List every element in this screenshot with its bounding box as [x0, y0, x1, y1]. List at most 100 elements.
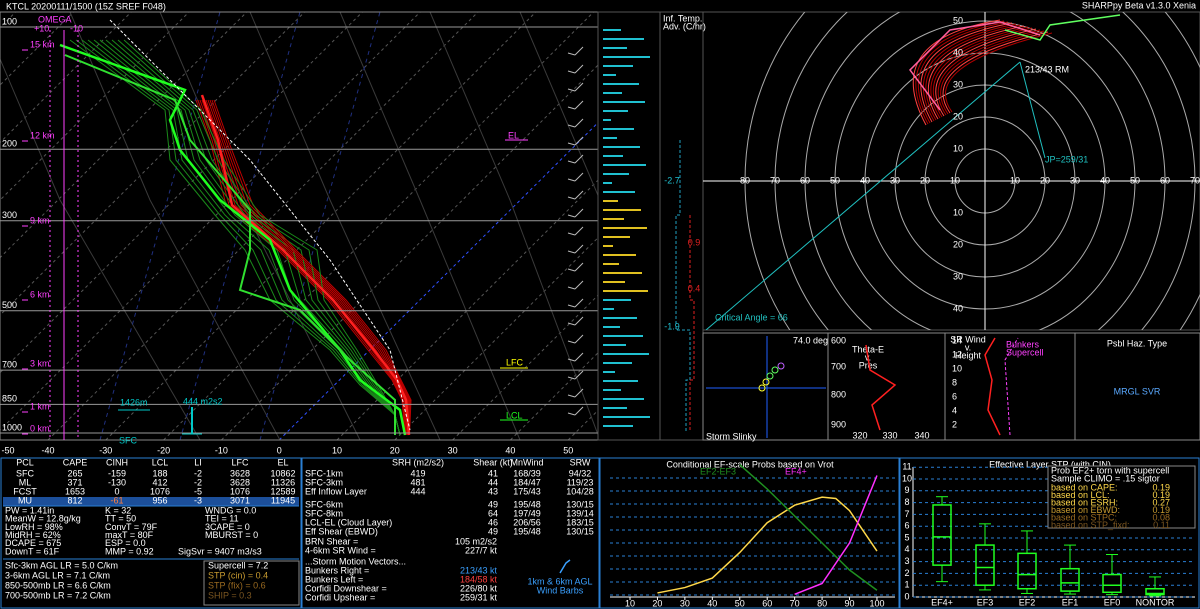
- temperature-label: 0: [277, 445, 282, 455]
- advection-value: 0.9: [688, 237, 701, 247]
- advection-profile: [675, 140, 691, 432]
- theta-e-temp: 330: [882, 430, 897, 440]
- ring-label: 60: [800, 175, 810, 185]
- kinematic-cell: 195/48: [513, 499, 541, 509]
- parcel-cell: 1076: [230, 486, 250, 496]
- kinematic-cell: 481: [410, 477, 425, 487]
- stp-prob-value: 0.11: [1153, 520, 1170, 530]
- dewpoint-member: [75, 39, 401, 436]
- slinky-angle: 74.0 deg: [793, 335, 828, 345]
- dewpoint-member: [105, 39, 401, 436]
- dewpoint-mean: [59, 43, 407, 436]
- sr-wind-title: v.: [965, 342, 971, 352]
- ring-label: 70: [1190, 175, 1200, 185]
- wind-barb: [574, 208, 584, 218]
- temperature-mean: [200, 94, 411, 436]
- temperature-label: -20: [157, 445, 170, 455]
- theta-e-temp: 320: [852, 430, 867, 440]
- kinematic-label: 4-6km SR Wind =: [305, 545, 376, 555]
- sr-wind-supercell: [1004, 337, 1019, 436]
- stp-prob-label: based on LCL:: [1051, 490, 1110, 500]
- kinematic-header: SRH (m2/s2): [392, 457, 444, 467]
- hodograph-member: [937, 29, 1041, 116]
- theta-e-title: Pres: [859, 360, 878, 370]
- kinematic-cell: Eff Inflow Layer: [305, 486, 367, 496]
- kinematic-cell: 94/32: [569, 468, 592, 478]
- kinematic-cell: 64: [488, 508, 498, 518]
- wind-barb: [567, 394, 576, 398]
- lcl-label: LCL: [506, 410, 523, 420]
- stp-prob-label: based on EBWD:: [1051, 505, 1120, 515]
- stp-legend-box: [1047, 465, 1196, 529]
- ring-label: 40: [1100, 175, 1110, 185]
- wind-barb: [567, 88, 576, 92]
- isotherm: [163, 12, 594, 440]
- ring-label: 20: [920, 175, 930, 185]
- stp-frame: [899, 457, 1200, 609]
- parcel-cell: 412: [152, 477, 167, 487]
- stp-prob-value: 0.27: [1152, 497, 1170, 507]
- temperature-label: 30: [448, 445, 458, 455]
- upshear-label: JP=259/31: [1045, 154, 1088, 164]
- ring-label: 30: [953, 79, 963, 89]
- hodograph-member: [923, 23, 1017, 122]
- kinematic-cell: 43: [488, 486, 498, 496]
- wind-barb: [574, 298, 584, 308]
- index-cell: LowRH = 98%: [5, 522, 63, 532]
- lfc-label: LFC: [506, 357, 524, 367]
- parcel-header: LI: [194, 457, 202, 467]
- temperature-label: -30: [99, 445, 112, 455]
- index-cell: TEI = 11: [205, 514, 239, 524]
- pressure-label: 850: [2, 394, 17, 404]
- stp-prob-label: based on STP_fixd:: [1051, 520, 1130, 530]
- kinematic-cell: LCL-EL (Cloud Layer): [305, 517, 392, 527]
- ring-label: 10: [950, 175, 960, 185]
- ring-label: 80: [740, 175, 750, 185]
- kinematic-cell: 183/15: [566, 517, 594, 527]
- mixing-line: [99, 12, 221, 440]
- wind-barb: [574, 388, 584, 398]
- ef-tick-label: 100: [869, 598, 884, 608]
- sfc-label: SFC: [119, 435, 138, 445]
- pressure-label: 300: [2, 210, 17, 220]
- wind-barb: [574, 118, 584, 128]
- kinematic-cell: 139/14: [566, 508, 594, 518]
- parcel-header: EL: [277, 457, 288, 467]
- kinematic-frame: [301, 457, 600, 609]
- parcel-cell: SFC: [16, 468, 35, 478]
- wind-barb: [567, 178, 576, 182]
- lapse-rate: 3-6km AGL LR = 7.1 C/km: [5, 570, 110, 580]
- isotherm: [0, 12, 421, 431]
- ring-label: 40: [860, 175, 870, 185]
- ef-frame: [599, 457, 900, 609]
- stp-prob-label: based on CAPE:: [1051, 482, 1118, 492]
- theta-e-temp: 340: [914, 430, 929, 440]
- index-cell: DownT = 61F: [5, 546, 60, 556]
- ef-tick-label: 50: [735, 598, 745, 608]
- height-label: 0 km: [30, 423, 50, 433]
- wind-barb: [567, 214, 576, 218]
- advection-value: -1.9: [664, 321, 680, 331]
- index-cell: WNDG = 0.0: [205, 505, 256, 515]
- isotherm: [0, 12, 190, 201]
- ef-tick-label: 60: [762, 598, 772, 608]
- wind-barb: [567, 142, 576, 146]
- isotherm: [0, 12, 305, 316]
- kinematic-cell: 46: [488, 517, 498, 527]
- theta-e-profile: [865, 344, 897, 431]
- wind-barb: [574, 100, 584, 110]
- kinematic-value: 105 m2/s2: [455, 536, 497, 546]
- index-cell: TT = 50: [105, 514, 136, 524]
- dewpoint-member: [81, 39, 401, 436]
- kinematic-cell: 49: [488, 499, 498, 509]
- ef-legend: EF2-EF3: [700, 466, 736, 476]
- stp-box: [1145, 587, 1165, 596]
- kinematic-cell: 104/28: [566, 486, 594, 496]
- ef-line: [657, 496, 878, 594]
- stp-category: EF3: [977, 597, 994, 607]
- isotherm: [0, 12, 74, 86]
- mu-highlight: [3, 497, 299, 506]
- wind-barb: [567, 232, 576, 236]
- kinematic-header: Shear (kt): [473, 457, 513, 467]
- mixing-line: [259, 12, 381, 440]
